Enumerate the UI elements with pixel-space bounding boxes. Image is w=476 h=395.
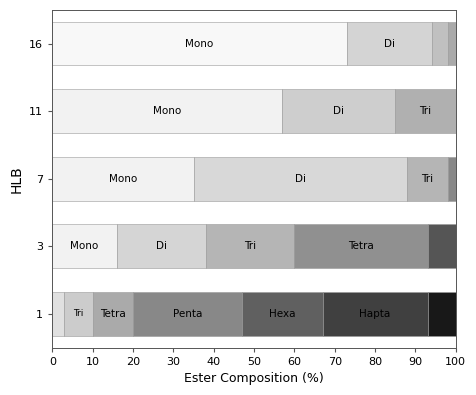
- Text: Mono: Mono: [153, 106, 181, 116]
- Bar: [93, 292, 133, 336]
- X-axis label: Ester Composition (%): Ester Composition (%): [184, 372, 324, 385]
- Bar: [294, 224, 427, 268]
- Text: Mono: Mono: [109, 174, 137, 184]
- Text: Di: Di: [156, 241, 167, 251]
- Text: Mono: Mono: [186, 39, 214, 49]
- Text: Tri: Tri: [244, 241, 256, 251]
- Bar: [64, 292, 93, 336]
- Text: Tetra: Tetra: [100, 309, 126, 319]
- Bar: [448, 157, 456, 201]
- Text: Penta: Penta: [173, 309, 202, 319]
- Bar: [427, 224, 456, 268]
- Text: Tri: Tri: [421, 174, 434, 184]
- Text: Hapta: Hapta: [359, 309, 391, 319]
- Bar: [407, 157, 448, 201]
- Text: Tetra: Tetra: [348, 241, 374, 251]
- Text: Di: Di: [384, 39, 395, 49]
- Text: Di: Di: [333, 106, 344, 116]
- Bar: [52, 292, 64, 336]
- Bar: [206, 224, 294, 268]
- Bar: [52, 157, 194, 201]
- Bar: [52, 89, 282, 133]
- Bar: [117, 224, 206, 268]
- Text: Tri: Tri: [419, 106, 432, 116]
- Bar: [427, 292, 456, 336]
- Y-axis label: HLB: HLB: [10, 165, 24, 193]
- Bar: [282, 89, 395, 133]
- Bar: [242, 292, 323, 336]
- Bar: [323, 292, 427, 336]
- Text: Hexa: Hexa: [269, 309, 296, 319]
- Bar: [52, 22, 347, 66]
- Bar: [133, 292, 242, 336]
- Text: Tri: Tri: [73, 309, 84, 318]
- Bar: [52, 224, 117, 268]
- Text: Mono: Mono: [70, 241, 99, 251]
- Bar: [347, 22, 432, 66]
- Bar: [194, 157, 407, 201]
- Bar: [432, 22, 448, 66]
- Text: Di: Di: [295, 174, 306, 184]
- Bar: [448, 22, 456, 66]
- Bar: [395, 89, 456, 133]
